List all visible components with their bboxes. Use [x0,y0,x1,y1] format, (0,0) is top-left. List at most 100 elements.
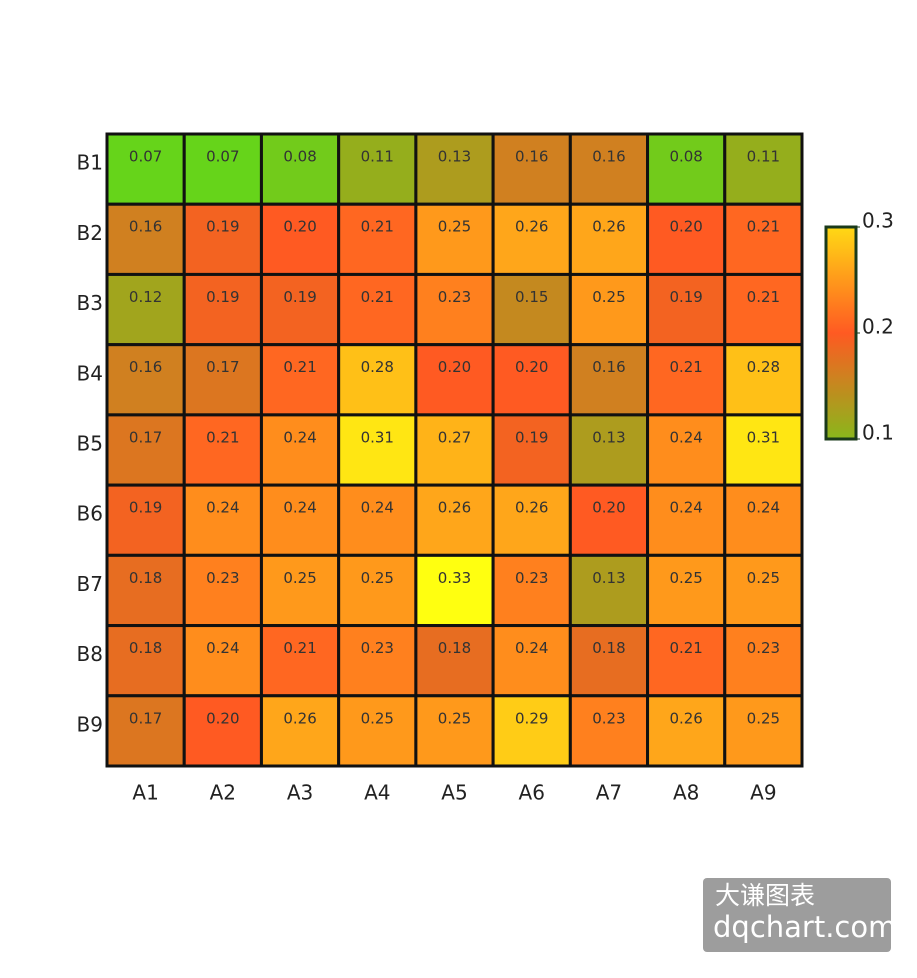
heat-cell [491,272,572,347]
cell-label: 0.28 [361,358,394,376]
y-tick-label: B4 [77,361,103,385]
heat-cell [568,343,650,417]
cell-label: 0.26 [515,499,548,517]
y-tick-label: B7 [77,572,103,596]
heat-cell [182,132,263,206]
cell-label: 0.21 [747,218,780,236]
heat-cell [259,624,341,698]
cell-label: 0.21 [361,218,394,236]
cell-label: 0.23 [361,639,394,657]
heat-cell [568,694,650,768]
cell-label: 0.24 [361,499,394,517]
cell-label: 0.21 [283,639,316,657]
cell-label: 0.23 [206,569,239,587]
cell-label: 0.26 [669,709,702,727]
cell-label: 0.20 [669,218,702,236]
colorbar-tick-label: 0.3 [862,209,894,233]
watermark: 大谦图表 dqchart.com [703,878,896,952]
cell-label: 0.23 [592,709,625,727]
heat-cell [568,413,650,487]
cell-label: 0.20 [592,499,625,517]
cell-label: 0.25 [747,569,780,587]
heat-cell [182,272,263,347]
heat-cell [105,413,186,487]
cell-label: 0.24 [283,428,316,446]
cell-label: 0.23 [438,288,471,306]
cell-label: 0.25 [361,709,394,727]
heat-cell [723,132,804,206]
cell-label: 0.21 [361,288,394,306]
cell-label: 0.23 [747,639,780,657]
cell-label: 0.13 [592,569,625,587]
heat-cell [646,694,727,768]
heat-cell [414,272,495,347]
cell-label: 0.15 [515,288,548,306]
x-tick-label: A9 [750,781,776,805]
heat-cell [182,553,263,628]
cell-label: 0.18 [592,639,625,657]
heat-cell [491,483,572,557]
cell-label: 0.24 [283,499,316,517]
heat-cell [259,553,341,628]
heat-cell [491,553,572,628]
cell-label: 0.07 [129,148,162,166]
heat-cell [723,272,804,347]
heat-cell [259,202,341,276]
cell-label: 0.12 [129,288,162,306]
watermark-text: dqchart.com [713,910,896,944]
heat-cell [491,343,572,417]
heat-cell [337,624,418,698]
heat-cell [646,413,727,487]
cell-label: 0.23 [515,569,548,587]
cell-label: 0.16 [129,358,162,376]
cell-label: 0.17 [129,709,162,727]
cell-label: 0.17 [206,358,239,376]
watermark-text: 大谦图表 [715,881,815,910]
x-tick-label: A7 [596,781,622,805]
heat-cell [259,694,341,768]
heat-cell [723,624,804,698]
heat-cell [646,483,727,557]
cell-label: 0.28 [747,358,780,376]
cell-label: 0.24 [206,639,239,657]
heat-cell [337,694,418,768]
heat-cell [414,413,495,487]
cell-label: 0.08 [283,148,316,166]
cell-label: 0.20 [515,358,548,376]
cell-label: 0.25 [669,569,702,587]
cell-label: 0.19 [129,499,162,517]
cell-label: 0.26 [438,499,471,517]
cell-label: 0.25 [747,709,780,727]
cell-label: 0.25 [592,288,625,306]
heat-cell [259,132,341,206]
cell-label: 0.20 [438,358,471,376]
heat-cell [414,694,495,768]
y-tick-label: B6 [77,502,103,526]
heat-cell [568,272,650,347]
heat-cell [646,343,727,417]
heat-cell [259,272,341,347]
heat-cell [414,483,495,557]
heat-cell [105,483,186,557]
y-tick-label: B1 [77,151,103,175]
colorbar-tick-label: 0.2 [862,315,894,339]
heat-cell [568,624,650,698]
heat-cell [259,343,341,417]
heat-cell [337,413,418,487]
heat-cell [646,553,727,628]
heat-cell [646,272,727,347]
heat-cell [259,483,341,557]
heat-cell [337,343,418,417]
heat-cell [568,202,650,276]
heat-cell [723,413,804,487]
cell-label: 0.26 [515,218,548,236]
cell-label: 0.20 [283,218,316,236]
cell-label: 0.31 [361,428,394,446]
heat-cell [491,202,572,276]
cell-label: 0.16 [592,358,625,376]
heat-cell [723,553,804,628]
heat-cell [105,694,186,768]
cell-label: 0.11 [361,148,394,166]
cell-label: 0.21 [669,358,702,376]
